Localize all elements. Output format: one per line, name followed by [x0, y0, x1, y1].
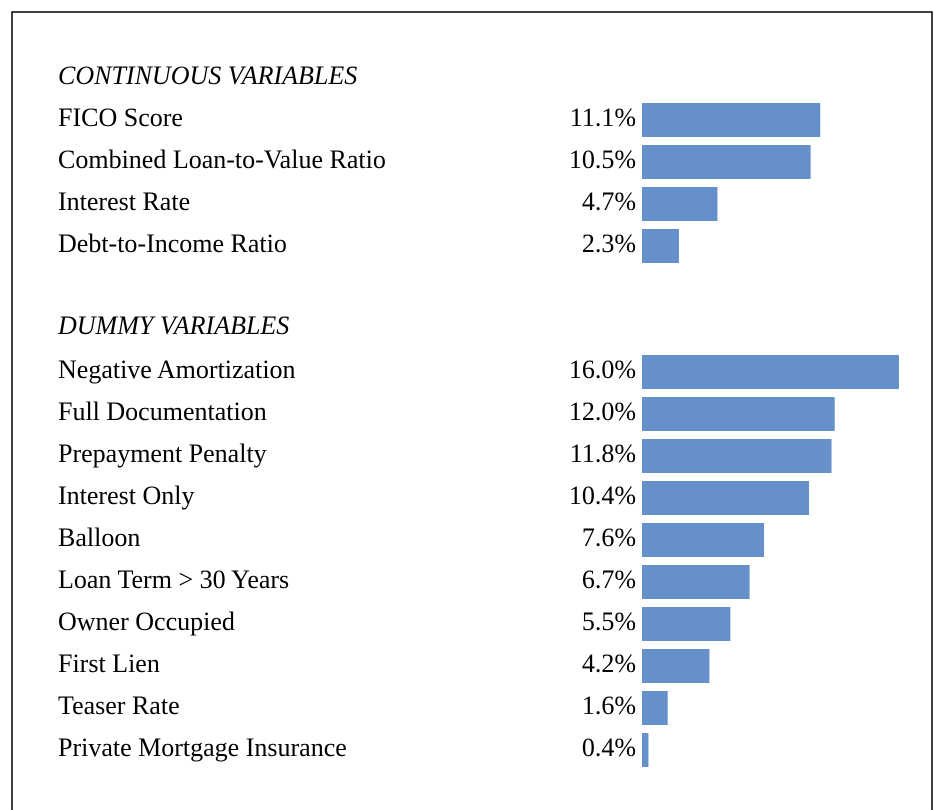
value-label: 11.1% [570, 103, 636, 132]
value-label: 11.8% [570, 439, 636, 468]
row-label: FICO Score [58, 103, 183, 132]
bar [642, 523, 765, 557]
bar [642, 439, 832, 473]
value-label: 16.0% [569, 355, 636, 384]
value-label: 5.5% [582, 607, 636, 636]
row-label: Prepayment Penalty [58, 439, 267, 468]
value-label: 6.7% [582, 565, 636, 594]
value-label: 0.4% [582, 733, 636, 762]
bar [642, 691, 668, 725]
value-label: 7.6% [582, 523, 636, 552]
row-label: Negative Amortization [58, 355, 296, 384]
value-label: 4.2% [582, 649, 636, 678]
section-title: DUMMY VARIABLES [57, 311, 289, 340]
bar [642, 145, 811, 179]
row-label: Private Mortgage Insurance [58, 733, 347, 762]
bar [642, 481, 810, 515]
value-label: 1.6% [582, 691, 636, 720]
row-label: Full Documentation [58, 397, 267, 426]
bar [642, 649, 710, 683]
row-label: Teaser Rate [58, 691, 180, 720]
row-label: Owner Occupied [58, 607, 235, 636]
value-label: 2.3% [582, 229, 636, 258]
row-label: Combined Loan-to-Value Ratio [58, 145, 386, 174]
bar [642, 607, 731, 641]
value-label: 10.4% [569, 481, 636, 510]
bar [642, 229, 679, 263]
bar [642, 355, 899, 389]
row-label: Balloon [58, 523, 140, 552]
bar [642, 187, 718, 221]
bar [642, 103, 821, 137]
row-label: Interest Rate [58, 187, 190, 216]
value-label: 12.0% [569, 397, 636, 426]
row-label: Debt-to-Income Ratio [58, 229, 287, 258]
section-title: CONTINUOUS VARIABLES [58, 61, 357, 90]
row-label: Interest Only [58, 481, 194, 510]
row-label: Loan Term > 30 Years [58, 565, 289, 594]
bar [642, 397, 835, 431]
value-label: 10.5% [569, 145, 636, 174]
row-label: First Lien [58, 649, 160, 678]
bar [642, 733, 649, 767]
bar [642, 565, 750, 599]
frame [11, 11, 933, 810]
value-label: 4.7% [582, 187, 636, 216]
